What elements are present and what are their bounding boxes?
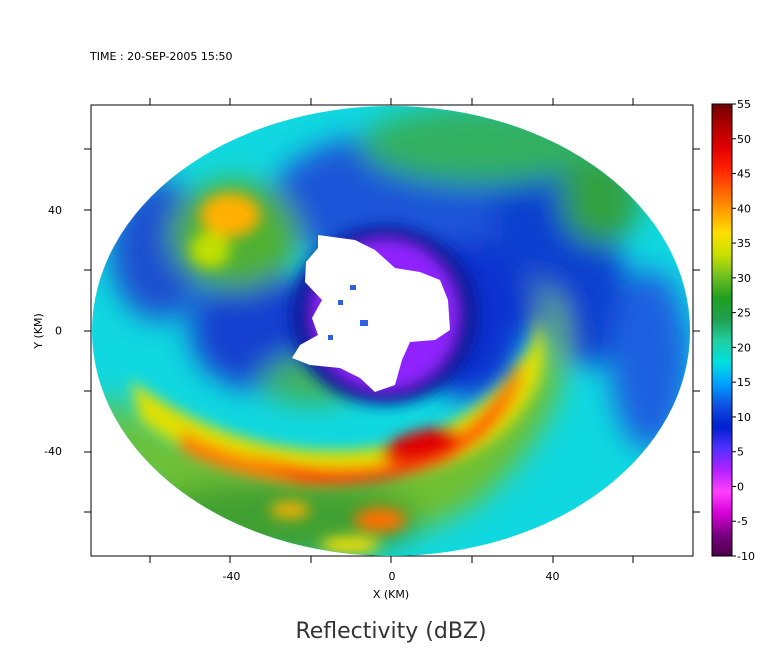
y-tick-label: 40 xyxy=(48,204,62,217)
x-axis-label: X (KM) xyxy=(373,588,409,601)
time-label: TIME : 20-SEP-2005 15:50 xyxy=(89,50,233,63)
colorbar-tick-label: 5 xyxy=(737,446,744,459)
colorbar-tick-label: 15 xyxy=(737,376,751,389)
y-tick-labels: -40 0 40 xyxy=(44,204,62,458)
colorbar-tick-label: 40 xyxy=(737,202,751,215)
colorbar-tick-label: 50 xyxy=(737,133,751,146)
x-tick-label: 0 xyxy=(389,570,396,583)
chart-title: Reflectivity (dBZ) xyxy=(295,619,486,644)
colorbar-tick-labels: -10 -5 0 5 10 15 20 25 30 35 40 45 50 55 xyxy=(732,98,755,563)
colorbar-fill xyxy=(711,103,733,557)
x-tick-label: -40 xyxy=(222,570,240,583)
colorbar-tick-label: 20 xyxy=(737,341,751,354)
axis-ticks xyxy=(84,98,700,563)
colorbar-tick-label: 10 xyxy=(737,411,751,424)
colorbar-tick-label: 30 xyxy=(737,272,751,285)
colorbar-tick-label: 35 xyxy=(737,237,751,250)
colorbar-tick-label: 25 xyxy=(737,307,751,320)
y-tick-label: 0 xyxy=(55,325,62,338)
colorbar-tick-label: 0 xyxy=(737,480,744,493)
colorbar-tick-label: -5 xyxy=(737,515,748,528)
y-tick-label: -40 xyxy=(44,445,62,458)
reflectivity-field xyxy=(92,106,690,556)
x-tick-labels: -40 0 40 xyxy=(222,570,559,583)
colorbar-tick-label: 55 xyxy=(737,98,751,111)
colorbar-tick-label: 45 xyxy=(737,168,751,181)
x-tick-label: 40 xyxy=(546,570,560,583)
colorbar: -10 -5 0 5 10 15 20 25 30 35 40 45 50 55 xyxy=(711,98,755,563)
y-axis-label: Y (KM) xyxy=(32,313,45,350)
no-data-eye xyxy=(292,235,450,392)
colorbar-tick-label: -10 xyxy=(737,550,755,563)
